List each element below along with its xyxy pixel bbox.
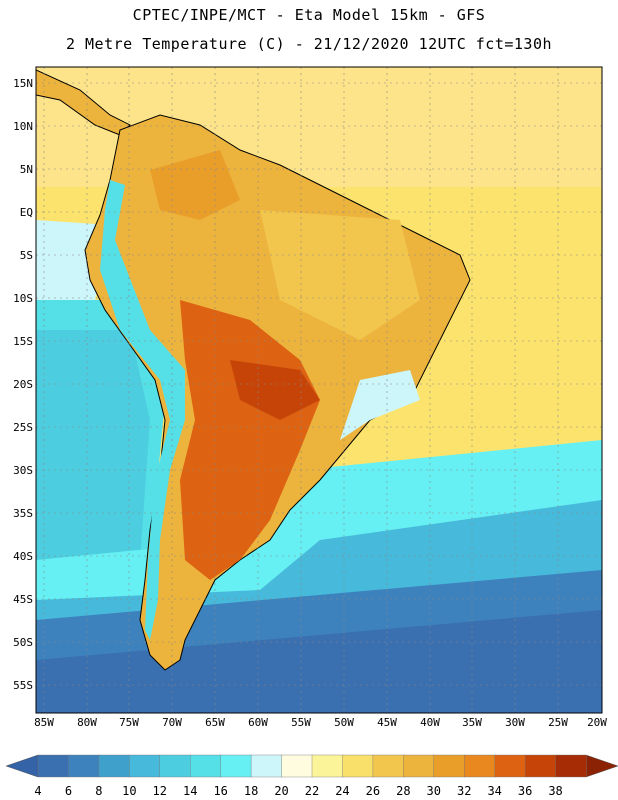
warm-amazon: [260, 210, 420, 340]
colorbar-high-arrow: [585, 754, 618, 778]
colorbar-cell: [129, 754, 161, 778]
colorbar-cell: [494, 754, 526, 778]
latitude-labels: 15N 10N 5N EQ 5S 10S 15S 20S 25S 30S 35S…: [13, 77, 33, 692]
lat-label: 10S: [13, 292, 33, 305]
colorbar-cell: [372, 754, 405, 778]
hot-core-chaco: [230, 360, 320, 420]
warm-venezuela: [150, 150, 240, 220]
colorbar-cell: [220, 754, 252, 778]
colorbar-label: 24: [335, 784, 349, 798]
lon-label: 30W: [505, 716, 525, 729]
lon-label: 35W: [462, 716, 482, 729]
lon-label: 55W: [291, 716, 311, 729]
lat-label: 30S: [13, 464, 33, 477]
lon-label: 75W: [119, 716, 139, 729]
colorbar-cell: [190, 754, 222, 778]
colorbar-cell: [68, 754, 100, 778]
colorbar-cell: [281, 754, 313, 778]
lat-label: EQ: [20, 206, 33, 219]
colorbar-label: 8: [95, 784, 102, 798]
colorbar-label: 30: [427, 784, 441, 798]
lon-label: 85W: [34, 716, 54, 729]
colorbar-cell: [342, 754, 374, 778]
colorbar-label: 6: [65, 784, 72, 798]
colorbar-label: 12: [153, 784, 167, 798]
lat-label: 40S: [13, 550, 33, 563]
colorbar-cell: [311, 754, 344, 778]
colorbar-cell: [555, 754, 587, 778]
colorbar-label: 34: [487, 784, 501, 798]
colorbar-cells: [37, 754, 587, 778]
lon-label: 25W: [548, 716, 568, 729]
colorbar-cell: [524, 754, 557, 778]
lat-label: 50S: [13, 636, 33, 649]
lon-label: 45W: [377, 716, 397, 729]
lat-label: 45S: [13, 593, 33, 606]
chart-title-line1: CPTEC/INPE/MCT - Eta Model 15km - GFS: [132, 6, 486, 24]
lon-label: 70W: [162, 716, 182, 729]
lat-label: 15N: [13, 77, 33, 90]
lat-label: 20S: [13, 378, 33, 391]
colorbar-cell: [37, 754, 70, 778]
lon-label: 80W: [77, 716, 97, 729]
colorbar-label: 16: [213, 784, 227, 798]
colorbar-label: 36: [518, 784, 532, 798]
colorbar-cell: [98, 754, 131, 778]
lat-label: 25S: [13, 421, 33, 434]
lat-label: 5N: [20, 163, 33, 176]
colorbar-labels: 4 6 8 10 12 14 16 18 20 22 24 26 28 30 32 34 36 38: [34, 784, 562, 798]
lon-label: 65W: [205, 716, 225, 729]
colorbar-label: 18: [244, 784, 258, 798]
brazil-coast-cool: [340, 370, 420, 440]
colorbar-label: 26: [366, 784, 380, 798]
colorbar-label: 14: [183, 784, 197, 798]
colorbar-label: 10: [122, 784, 136, 798]
longitude-labels: 85W 80W 75W 70W 65W 60W 55W 50W 45W 40W …: [34, 716, 607, 729]
colorbar-cell: [403, 754, 435, 778]
lat-label: 35S: [13, 507, 33, 520]
lon-label: 40W: [420, 716, 440, 729]
lon-label: 60W: [248, 716, 268, 729]
graticule: [36, 67, 602, 713]
colorbar-low-arrow: [5, 754, 39, 778]
lat-label: 55S: [13, 679, 33, 692]
ocean-south-cold: [36, 610, 602, 713]
map-frame: [35, 66, 603, 714]
colorbar: 4 6 8 10 12 14 16 18 20 22 24 26 28 30 32 34 36 38: [5, 754, 618, 798]
andes-cool-ridge: [100, 180, 185, 640]
colorbar-label: 20: [274, 784, 288, 798]
colorbar-cell: [159, 754, 191, 778]
lon-label: 50W: [334, 716, 354, 729]
colorbar-label: 28: [396, 784, 410, 798]
ocean-pacific-band: [36, 330, 150, 560]
colorbar-label: 32: [457, 784, 471, 798]
lat-label: 15S: [13, 335, 33, 348]
colorbar-cell: [464, 754, 496, 778]
colorbar-label: 38: [548, 784, 562, 798]
map-field: [36, 67, 602, 713]
lon-label: 20W: [587, 716, 607, 729]
chart-title-line2: 2 Metre Temperature (C) - 21/12/2020 12U…: [65, 35, 553, 53]
lat-label: 5S: [20, 249, 33, 262]
colorbar-label: 22: [305, 784, 319, 798]
lat-label: 10N: [13, 120, 33, 133]
colorbar-cell: [250, 754, 283, 778]
colorbar-label: 4: [34, 784, 41, 798]
colorbar-cell: [433, 754, 465, 778]
